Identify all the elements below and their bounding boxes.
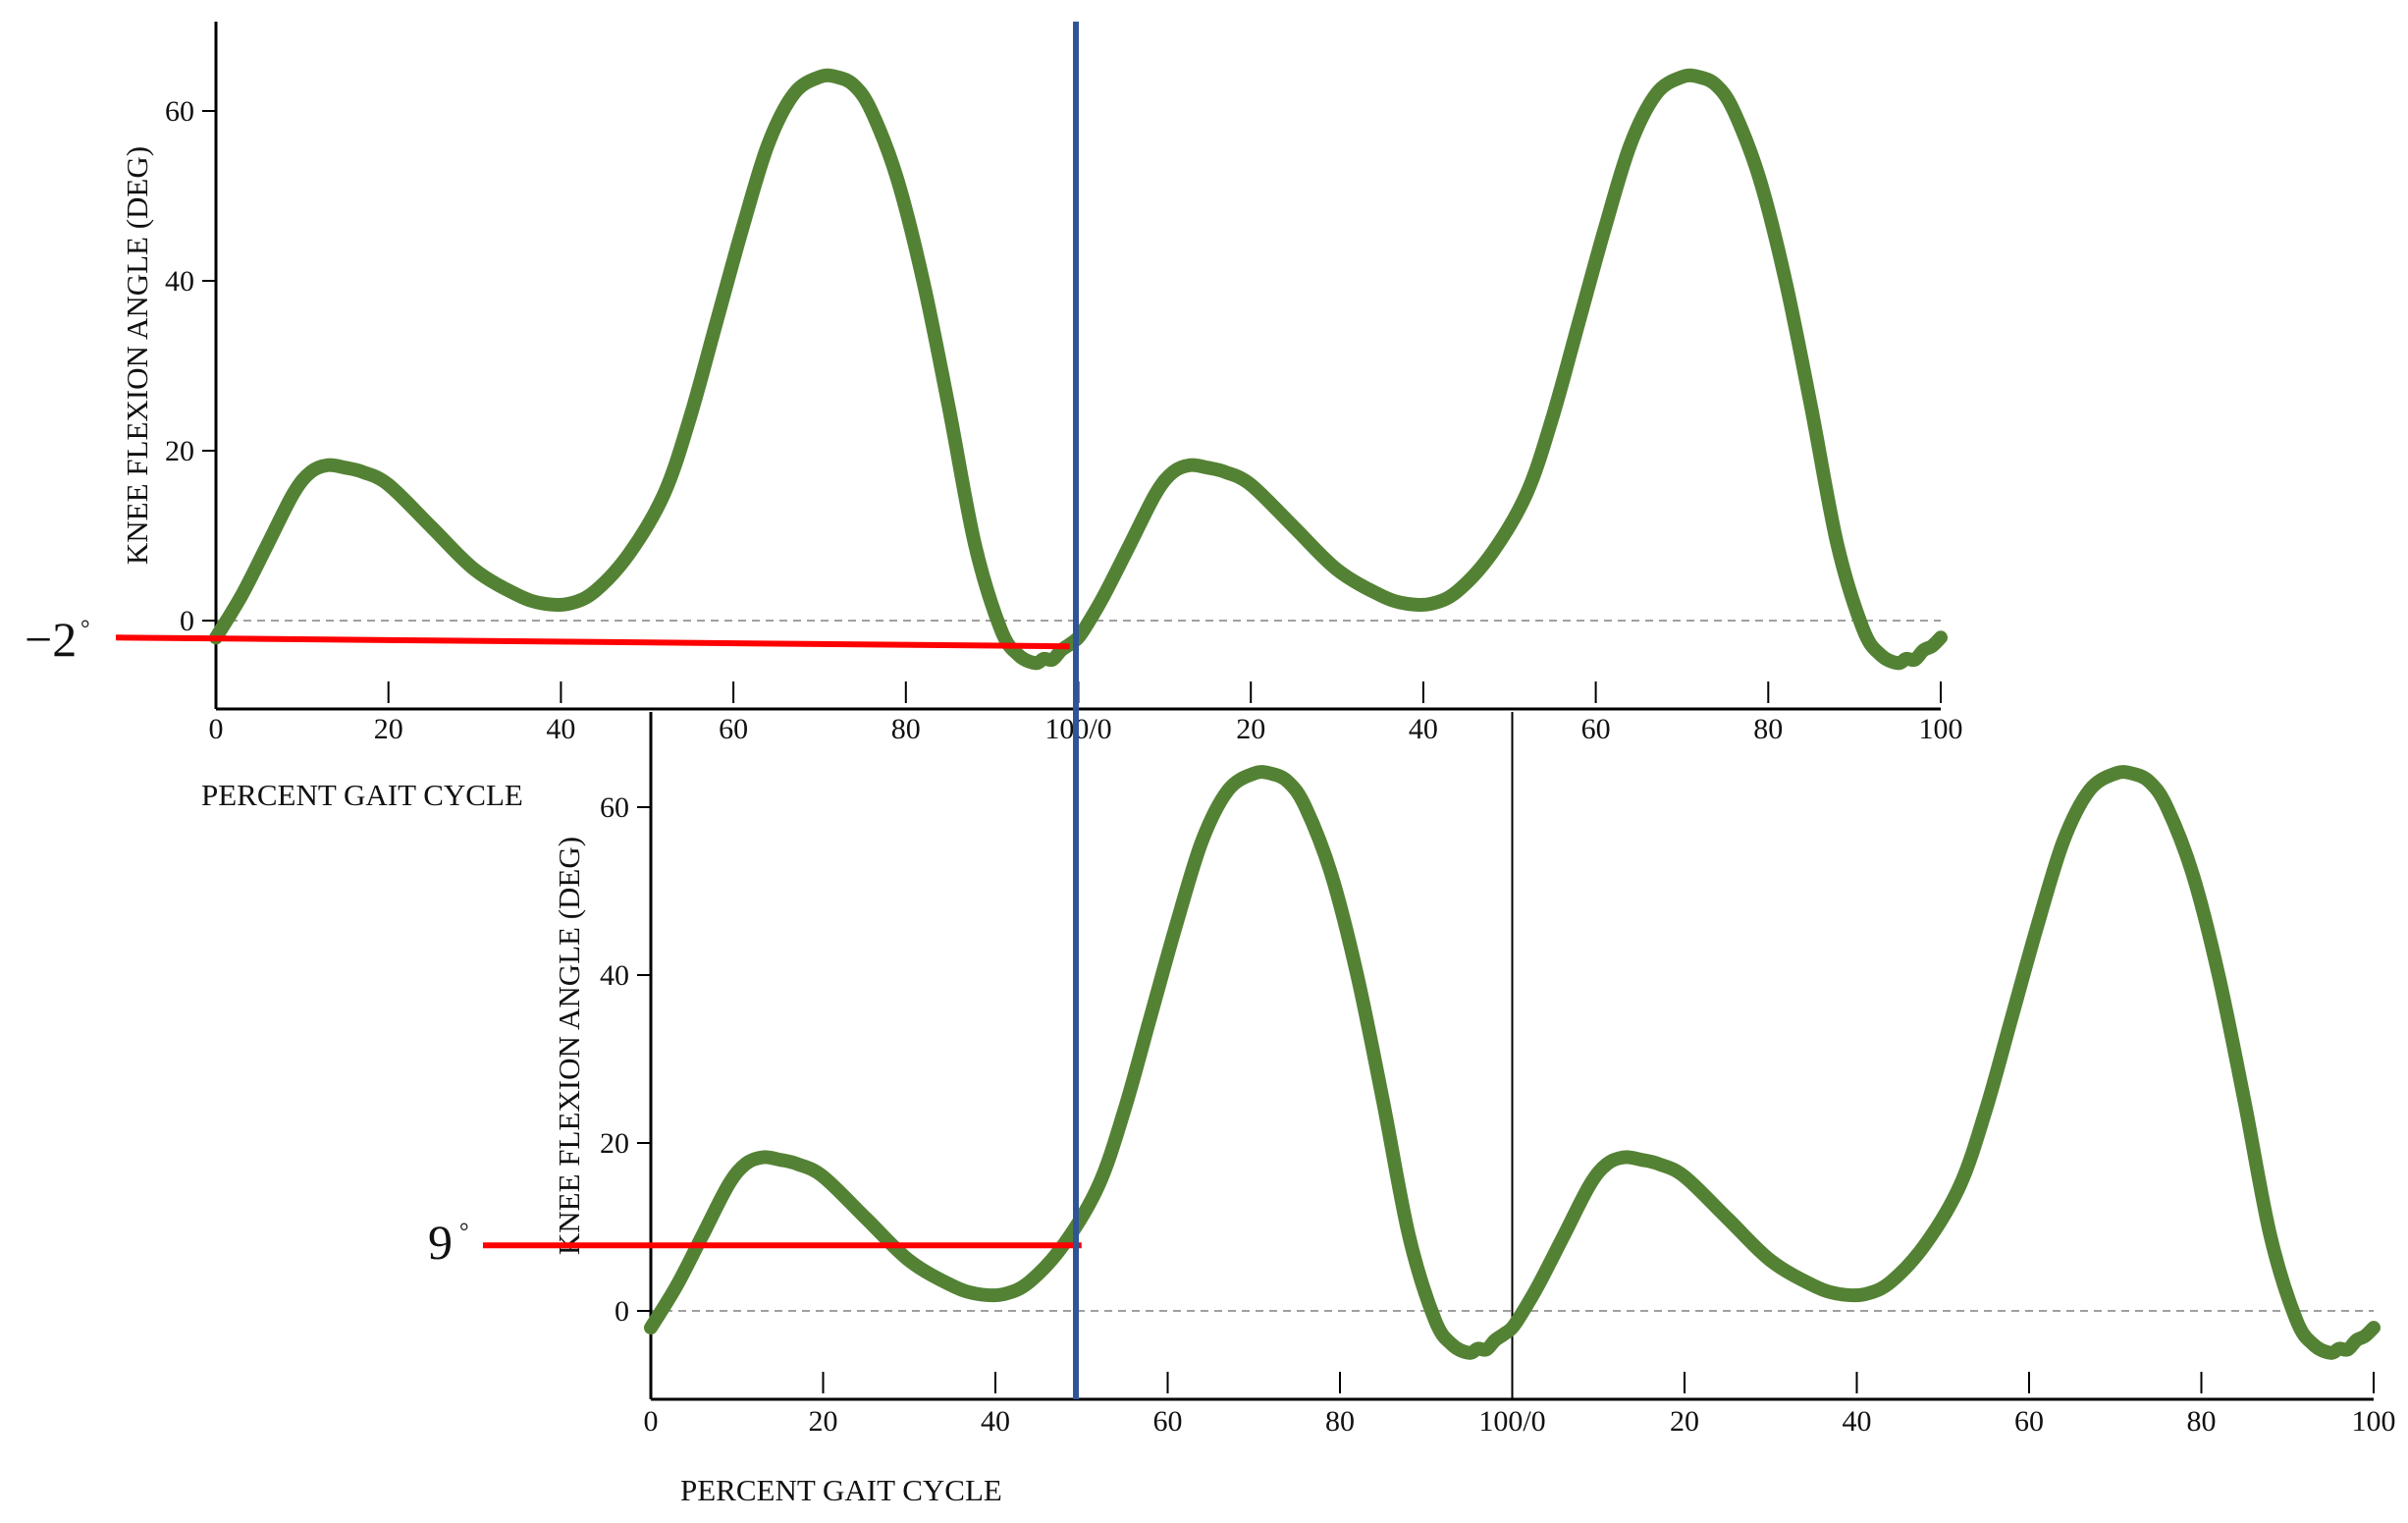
minus-2-callout-degree: ° <box>80 617 90 642</box>
chart-bottom: 0 20 40 60 0 20 40 60 80 100/0 20 40 60 80 100 PERCENT … <box>552 712 2396 1507</box>
y-axis-title: KNEE FLEXION ANGLE (DEG) <box>120 146 154 565</box>
x-tick-label: 60 <box>1581 713 1611 745</box>
x-tick-label: 100 <box>2352 1405 2396 1438</box>
x-tick-label: 80 <box>1753 713 1783 745</box>
x-tick-label: 0 <box>209 713 224 745</box>
x-tick-label: 0 <box>644 1405 659 1438</box>
x-tick-label: 40 <box>1409 713 1438 745</box>
y-tick-label: 20 <box>600 1127 629 1160</box>
x-tick-label: 60 <box>1153 1405 1183 1438</box>
knee-angle-curve <box>644 765 2381 1360</box>
x-tick-label: 40 <box>546 713 575 745</box>
minus-2-callout-value: −2 <box>25 612 77 667</box>
x-tick-label: 20 <box>1236 713 1265 745</box>
y-tick-label: 0 <box>180 605 194 637</box>
x-tick-label: 80 <box>2187 1405 2217 1438</box>
x-axis-title: PERCENT GAIT CYCLE <box>680 1473 1002 1507</box>
x-tick-label: 20 <box>809 1405 838 1438</box>
x-tick-label: 60 <box>2014 1405 2044 1438</box>
y-axis-title: KNEE FLEXION ANGLE (DEG) <box>552 837 586 1255</box>
x-tick-label: 80 <box>891 713 921 745</box>
y-tick-label: 0 <box>615 1295 629 1328</box>
x-tick-label: 60 <box>719 713 748 745</box>
nine-callout-degree: ° <box>459 1220 469 1245</box>
y-tick-label: 40 <box>165 265 194 298</box>
x-axis-title: PERCENT GAIT CYCLE <box>201 778 523 812</box>
y-tick-label: 60 <box>600 791 629 824</box>
nine-callout-value: 9 <box>428 1215 453 1270</box>
minus-2-highlight-line <box>115 634 1070 650</box>
y-tick-label: 20 <box>165 435 194 467</box>
x-tick-label: 20 <box>374 713 403 745</box>
y-tick-label: 60 <box>165 95 194 128</box>
x-tick-label: 100 <box>1919 713 1963 745</box>
x-tick-label: 20 <box>1670 1405 1699 1438</box>
chart-top: 0204060020406080100/020406080100PERCENT … <box>120 22 1963 812</box>
x-tick-label: 40 <box>981 1405 1010 1438</box>
x-tick-label: 80 <box>1325 1405 1355 1438</box>
x-tick-label: 40 <box>1843 1405 1872 1438</box>
x-tick-label: 100/0 <box>1478 1405 1545 1438</box>
y-tick-label: 40 <box>600 959 629 992</box>
knee-angle-curve <box>209 68 1948 671</box>
